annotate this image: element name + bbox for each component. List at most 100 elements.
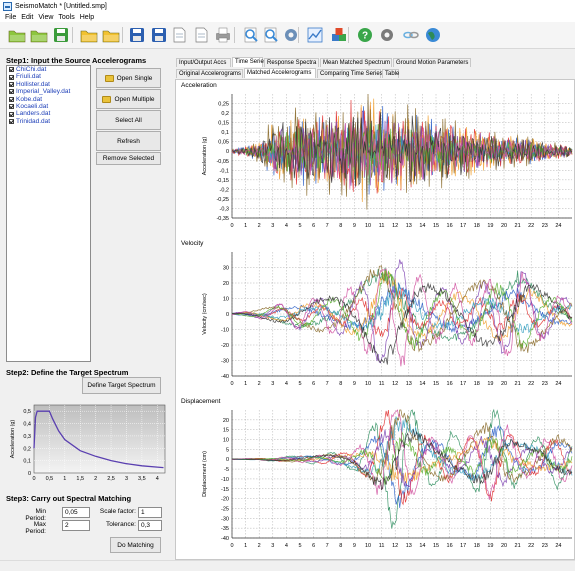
tab-response-spectra[interactable]: Response Spectra [264,58,319,67]
define-target-spectrum-button[interactable]: Define Target Spectrum [82,377,161,394]
file-list-item[interactable]: ChiChi.dat [7,66,90,73]
spectrum-xtick: 1 [63,476,66,482]
file-list-item[interactable]: Kobe.dat [7,96,90,103]
spectrum-xtick: 2,5 [107,476,115,482]
xtick-label: 14 [419,381,425,387]
save-blue-icon[interactable] [128,26,146,44]
xtick-label: 17 [460,381,466,387]
file-checkbox[interactable] [9,67,14,73]
tab-time-series[interactable]: Time Series [232,57,267,67]
menu-tools[interactable]: Tools [58,13,75,21]
xtick-label: 8 [339,543,342,549]
chart-icon[interactable] [306,26,324,44]
menu-file[interactable]: File [5,13,17,21]
xtick-label: 24 [555,543,561,549]
tolerance-input[interactable]: 0,3 [138,520,162,531]
folder-icon[interactable] [80,26,98,44]
subtab-comparing-time-series[interactable]: Comparing Time Series [317,69,383,78]
ytick-label: 0 [226,457,229,463]
xtick-label: 17 [460,543,466,549]
select-all-button[interactable]: Select All [96,110,161,130]
accelerogram-file-list[interactable]: ChiChi.dat Friuli.dat Hollister.dat Imperia… [6,65,91,362]
file-list-item[interactable]: Trinidad.dat [7,118,90,125]
copy-icon[interactable] [192,26,210,44]
subtab-table[interactable]: Table [382,69,399,78]
file-checkbox[interactable] [9,89,14,95]
file-checkbox[interactable] [9,81,14,87]
tab-mean-matched-spectrum[interactable]: Mean Matched Spectrum [320,58,392,67]
file-name: Landers.dat [16,110,51,118]
menu-edit[interactable]: Edit [21,13,34,21]
cubes-icon[interactable] [330,26,348,44]
tab-ground-motion-parameters[interactable]: Ground Motion Parameters [393,58,471,67]
do-matching-button[interactable]: Do Matching [110,537,161,553]
globe-icon[interactable] [424,26,442,44]
print-icon[interactable] [214,26,232,44]
max-period-input[interactable]: 2 [62,520,90,531]
subtab-original-accelerograms[interactable]: Original Accelerograms [176,69,243,78]
open-multiple-button[interactable]: Open Multiple [96,89,161,109]
file-checkbox[interactable] [9,74,14,80]
min-period-input[interactable]: 0,05 [62,507,90,518]
ytick-label: -15 [221,487,229,493]
file-checkbox[interactable] [9,96,14,102]
save-all-icon[interactable] [150,26,168,44]
folder-open-icon[interactable] [102,26,120,44]
toolbar-separator [298,27,299,43]
file-list-item[interactable]: Imperial_Valley.dat [7,88,90,95]
spectrum-xtick: 4 [156,476,159,482]
file-list-item[interactable]: Landers.dat [7,110,90,117]
menu-bar: File Edit View Tools Help [0,12,575,22]
svg-text:?: ? [362,31,368,42]
help-icon[interactable]: ? [356,26,374,44]
open-single-button[interactable]: Open Single [96,68,161,88]
xtick-label: 22 [528,543,534,549]
ytick-label: -20 [221,343,229,349]
tab-input-output-accs[interactable]: Input/Output Accs [176,58,231,67]
zoom-out-icon[interactable] [262,26,280,44]
title-bar: SeismoMatch * [Untitled.smp] [0,0,575,12]
subtab-matched-accelerograms[interactable]: Matched Accelerograms [244,68,316,78]
ytick-label: -10 [221,477,229,483]
spectrum-ylabel: Acceleration (g) [10,420,16,459]
file-list-item[interactable]: Hollister.dat [7,81,90,88]
save-icon[interactable] [52,26,70,44]
window-title: SeismoMatch * [Untitled.smp] [15,2,107,10]
folders-icon [102,95,112,103]
file-list-item[interactable]: Friuli.dat [7,73,90,80]
link-icon[interactable] [402,26,420,44]
refresh-button[interactable]: Refresh [96,131,161,151]
ytick-label: 0,15 [218,121,229,127]
document-icon[interactable] [170,26,188,44]
series-line [232,430,573,485]
xtick-label: 19 [487,381,493,387]
xtick-label: 20 [501,223,507,229]
gear-icon[interactable] [282,26,300,44]
spectrum-ytick: 0,2 [23,446,31,452]
xtick-label: 10 [365,381,371,387]
menu-help[interactable]: Help [79,13,95,21]
ytick-label: -0,15 [216,178,229,184]
menu-view[interactable]: View [38,13,54,21]
file-checkbox[interactable] [9,104,14,110]
xtick-label: 9 [353,223,356,229]
tools-icon[interactable] [378,26,396,44]
time-series-pane: Acceleration 0,25 0,2 0,15 0,1 0,05 0 -0,05 -0,… [175,79,575,560]
zoom-in-icon[interactable] [242,26,260,44]
series-line [231,267,573,342]
xtick-label: 5 [298,543,301,549]
xtick-label: 14 [419,543,425,549]
file-name: Kocaeli.dat [16,102,49,110]
remove-selected-button[interactable]: Remove Selected [96,152,161,165]
open-folder-icon[interactable] [30,26,48,44]
file-checkbox[interactable] [9,118,14,124]
scale-factor-input[interactable]: 1 [138,507,162,518]
spectrum-ytick: 0,4 [23,422,31,428]
new-folder-icon[interactable] [8,26,26,44]
file-list-item[interactable]: Kocaeli.dat [7,103,90,110]
ytick-label: 0,25 [218,102,229,108]
xtick-label: 22 [528,223,534,229]
xtick-label: 19 [487,223,493,229]
file-checkbox[interactable] [9,111,14,117]
